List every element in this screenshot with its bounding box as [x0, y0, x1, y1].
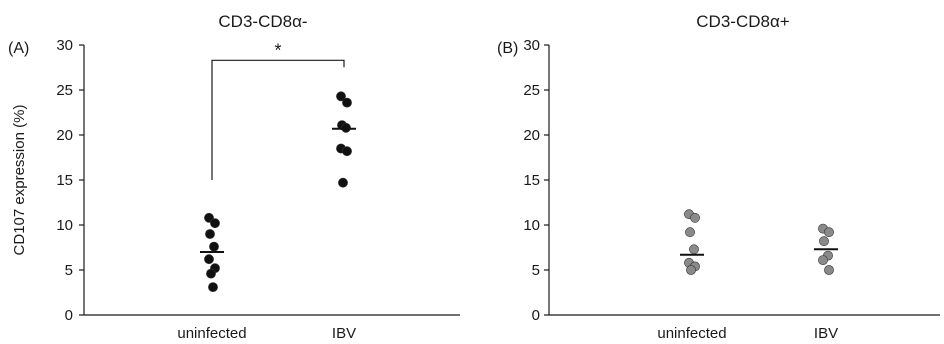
x-category-label: IBV	[332, 325, 356, 342]
data-point	[205, 229, 215, 239]
y-tick-label: 10	[56, 217, 73, 234]
chart-title: CD3-CD8α+	[696, 12, 790, 31]
data-point	[686, 265, 696, 275]
chart-panel-b: CD3-CD8α+ (B) 0 5 10 15 20 25 30 uninfected IBV	[497, 12, 940, 342]
data-point	[342, 97, 352, 108]
significance-marker: *	[274, 40, 281, 60]
data-point	[690, 212, 700, 223]
y-tick-label: 10	[523, 217, 540, 234]
chart-title: CD3-CD8α-	[218, 12, 307, 31]
data-point	[336, 91, 346, 102]
x-category-label: IBV	[814, 325, 838, 342]
chart-panel-a: CD3-CD8α- (A) 0 5 10 15 20 25 30 uninfected IBV *	[8, 12, 460, 342]
data-point	[685, 227, 695, 238]
y-tick-label: 5	[65, 262, 73, 279]
y-tick-label: 20	[56, 127, 73, 144]
data-point	[824, 265, 834, 275]
data-point	[208, 282, 218, 292]
data-point	[818, 255, 828, 265]
data-point	[819, 236, 829, 247]
x-category-label: uninfected	[657, 325, 726, 342]
data-point	[204, 254, 214, 265]
y-tick-label: 30	[523, 37, 540, 54]
data-point	[342, 146, 352, 157]
panel-label: (A)	[8, 40, 29, 57]
significance-bracket	[211, 59, 345, 180]
y-tick-label: 15	[523, 172, 540, 189]
y-tick-label: 30	[56, 37, 73, 54]
x-category-label: uninfected	[177, 325, 246, 342]
y-tick-label: 20	[523, 127, 540, 144]
data-point	[209, 241, 219, 252]
data-point	[210, 218, 220, 229]
y-tick-label: 25	[523, 82, 540, 99]
data-point	[689, 244, 699, 255]
panel-label: (B)	[497, 40, 518, 57]
data-point	[206, 268, 216, 279]
y-tick-label: 25	[56, 82, 73, 99]
y-tick-label: 5	[532, 262, 540, 279]
y-tick-label: 15	[56, 172, 73, 189]
y-tick-label: 0	[65, 307, 73, 324]
y-axis-label: CD107 expression (%)	[11, 105, 28, 256]
data-point	[338, 177, 348, 188]
data-point	[824, 227, 834, 238]
y-tick-label: 0	[532, 307, 540, 324]
